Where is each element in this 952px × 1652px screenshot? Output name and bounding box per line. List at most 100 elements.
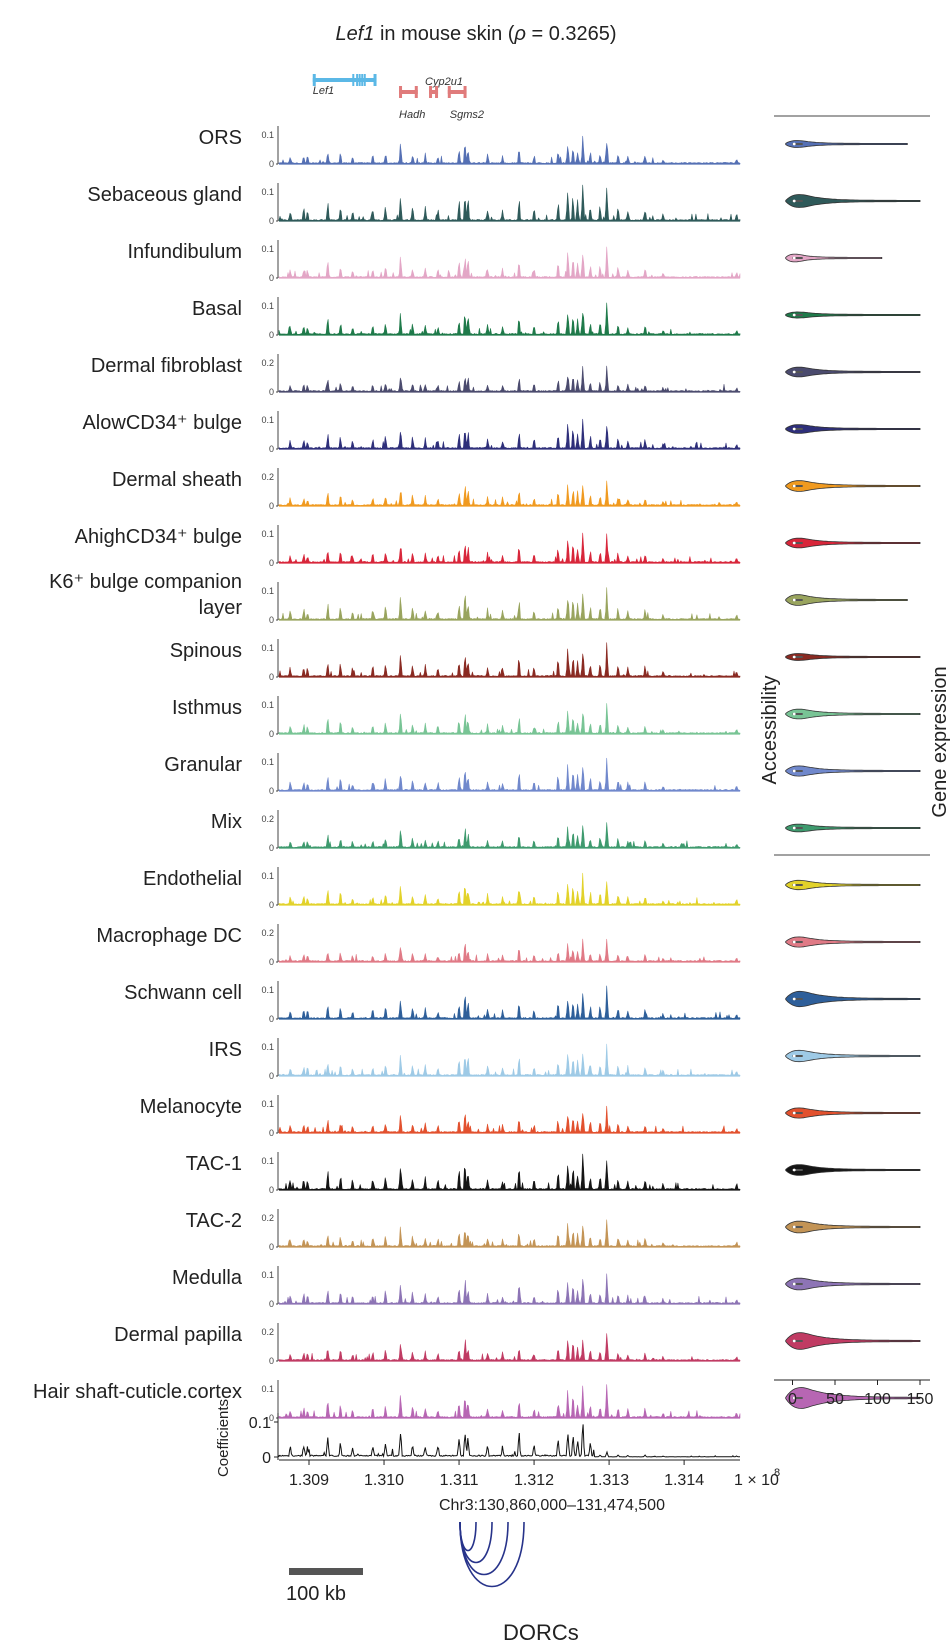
track-label: Infundibulum [127,241,242,263]
track-row: TAC-2 0.2 0 [186,1209,741,1252]
violin [785,708,921,720]
accessibility-signal [278,135,741,165]
violin-x-tick-label: 0 [788,1391,797,1408]
accessibility-signal [278,757,741,792]
violin-median [792,598,796,602]
y-tick-max: 0.1 [261,1384,274,1394]
y-tick-max: 0.1 [261,244,274,254]
y-tick-max: 0.2 [261,358,274,368]
accessibility-signal [278,1219,741,1248]
accessibility-signal [278,302,741,336]
y-tick-zero: 0 [269,1356,274,1366]
y-tick-zero: 0 [269,1413,274,1423]
y-tick-max: 0.2 [261,1213,274,1223]
y-tick-max: 0.2 [261,472,274,482]
violin-median [792,427,796,431]
violin [785,140,908,148]
x-tick-label: 1.310 [364,1472,404,1489]
y-tick-max: 0.1 [261,1156,274,1166]
gene-exon [373,74,377,86]
gene-label-lef1: Lef1 [313,85,334,97]
violin [785,594,908,606]
accessibility-signal [278,642,741,678]
gene-body-cyp2u1 [429,90,439,94]
track-label: TAC-2 [186,1210,242,1232]
coefficients-line [278,1424,740,1459]
violin-median [792,1111,796,1115]
y-tick-zero: 0 [269,1071,274,1081]
gene-body-sgms2 [447,90,467,94]
violin [785,879,921,891]
violin-median [792,484,796,488]
gene-expression-violins [774,115,930,1409]
accessibility-signal [278,1273,741,1305]
accessibility-signal [278,985,741,1020]
y-tick-zero: 0 [269,1128,274,1138]
track-row: Schwann cell 0.1 0 [124,981,741,1024]
accessibility-signal [278,1153,741,1191]
track-label: Granular [164,754,242,776]
y-tick-zero: 0 [269,330,274,340]
violin [785,194,921,208]
track-label: Basal [192,298,242,320]
track-label: Dermal fibroblast [91,355,243,377]
violin [785,936,921,948]
accessibility-signal [278,822,741,849]
track-label: Isthmus [172,697,242,719]
violin-median [792,1225,796,1229]
violin-median [792,997,796,1001]
track-row: TAC-1 0.1 0 [186,1152,741,1195]
track-row: AlowCD34⁺ bulge 0.1 0 [82,411,741,454]
violin-x-tick-label: 100 [864,1391,891,1408]
track-row: Dermal sheath 0.2 0 [112,468,741,511]
accessibility-signal [278,872,741,906]
y-tick-max: 0.1 [261,187,274,197]
y-tick-zero: 0 [269,957,274,967]
x-tick-label: 1.314 [664,1472,704,1489]
y-tick-max: 0.1 [261,1270,274,1280]
coefficients-label: Coefficients [215,1399,232,1477]
y-tick-zero: 0 [269,900,274,910]
gene-exon [312,74,316,86]
accessibility-signal [278,703,741,735]
y-tick-zero: 0 [269,615,274,625]
y-tick-zero: 0 [269,1185,274,1195]
y-tick-max: 0.1 [261,643,274,653]
track-row: Melanocyte 0.1 0 [140,1095,741,1138]
x-exponent: 8 [774,1467,780,1479]
accessibility-signal [278,480,741,507]
gene-exon [414,86,418,98]
track-row: Infundibulum 0.1 0 [127,240,741,283]
violin-median [792,769,796,773]
track-row: Hair shaft-cuticle.cortex 0.1 0 [33,1380,741,1423]
y-tick-max: 0.2 [261,814,274,824]
x-tick-label: 1.313 [589,1472,629,1489]
violin-median [792,1282,796,1286]
gene-body-hadh [399,90,418,94]
y-tick-max: 0.1 [261,700,274,710]
track-row: ORS 0.1 0 [199,126,741,169]
gene-exon [361,74,364,86]
violin-median [792,1396,796,1400]
violin-median [792,313,796,317]
dorcs-arcs [459,1521,525,1588]
y-tick-max: 0.2 [261,928,274,938]
scale-bar [289,1568,363,1575]
violin [785,990,921,1008]
track-label: layer [199,597,243,619]
violin [785,653,921,661]
gene-label-sgms2: Sgms2 [450,109,484,121]
violin-median [792,199,796,203]
violin [785,1277,921,1291]
x-region-label: Chr3:130,860,000–131,474,500 [439,1497,665,1514]
track-label: Endothelial [143,868,242,890]
violin-median [792,655,796,659]
gene-exon [429,86,433,98]
accessibility-signal [278,246,741,279]
track-label: Dermal papilla [114,1324,243,1346]
accessibility-signal [278,184,741,222]
y-tick-zero: 0 [269,1299,274,1309]
gene-exon [463,86,467,98]
